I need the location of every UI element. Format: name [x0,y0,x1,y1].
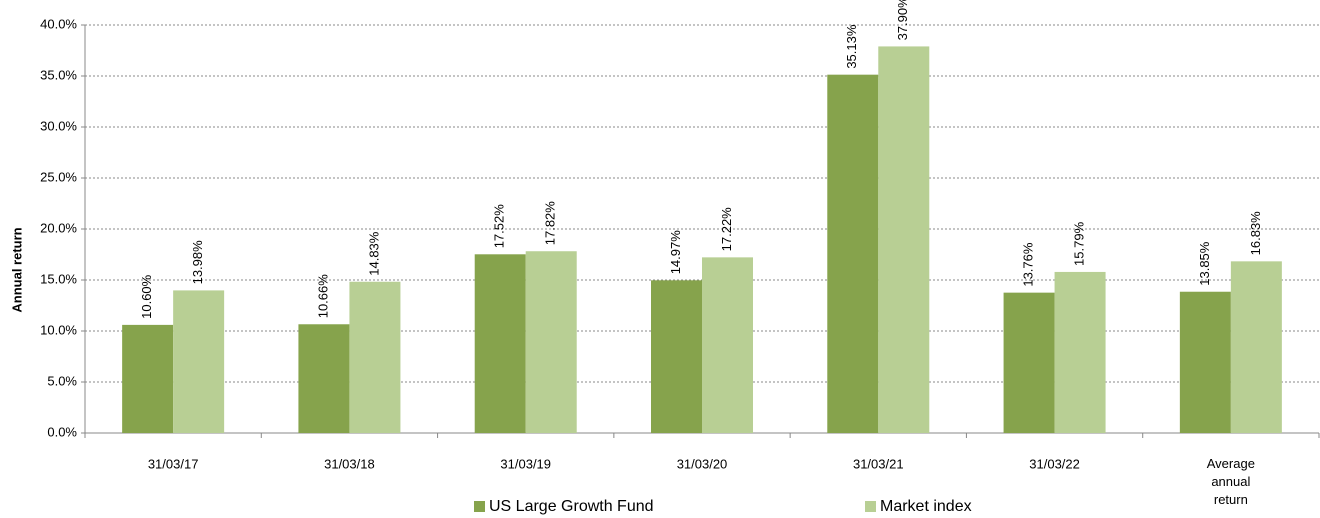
data-label: 37.90% [895,0,910,40]
y-tick-label: 35.0% [40,67,77,82]
data-label: 17.22% [719,207,734,252]
legend-swatch [474,501,485,512]
x-tick-label: Average annual return [1207,456,1255,507]
bar [298,324,350,433]
bar [702,257,753,433]
data-label: 13.76% [1021,242,1036,287]
data-label: 17.52% [492,204,507,249]
data-label: 10.66% [315,274,330,319]
data-label: 13.85% [1197,241,1212,286]
y-tick-label: 40.0% [40,16,77,31]
bar [173,290,225,433]
bar [1230,261,1282,433]
x-tick-label: 31/03/20 [677,456,728,471]
legend-label: US Large Growth Fund [489,498,654,515]
bar [349,281,401,433]
y-tick-label: 30.0% [40,118,77,133]
bar [1179,291,1231,433]
bar [525,251,577,433]
x-tick-label: 31/03/22 [1029,456,1080,471]
y-tick-label: 10.0% [40,322,77,337]
data-label: 35.13% [844,24,859,69]
bar [651,280,702,433]
bar [827,74,879,433]
data-label: 17.82% [543,201,558,246]
data-label: 15.79% [1072,221,1087,266]
data-label: 16.83% [1248,211,1263,256]
data-label: 13.98% [190,240,205,285]
data-label: 10.60% [139,274,154,319]
x-tick-label: 31/03/17 [148,456,199,471]
bar [1003,292,1055,433]
bar [878,46,930,434]
bar [474,254,526,433]
data-label: 14.83% [366,231,381,276]
x-tick-label: 31/03/21 [853,456,904,471]
y-tick-label: 15.0% [40,271,77,286]
y-tick-label: 20.0% [40,220,77,235]
x-tick-label: 31/03/19 [500,456,551,471]
legend-swatch [865,501,876,512]
x-tick-label: 31/03/18 [324,456,375,471]
data-label: 14.97% [668,230,683,275]
y-tick-label: 25.0% [40,169,77,184]
legend-label: Market index [880,498,972,515]
bar [1054,271,1106,433]
bar [122,324,174,433]
y-tick-label: 0.0% [47,424,77,439]
y-axis-label: Annual return [9,227,24,312]
y-tick-label: 5.0% [47,373,77,388]
